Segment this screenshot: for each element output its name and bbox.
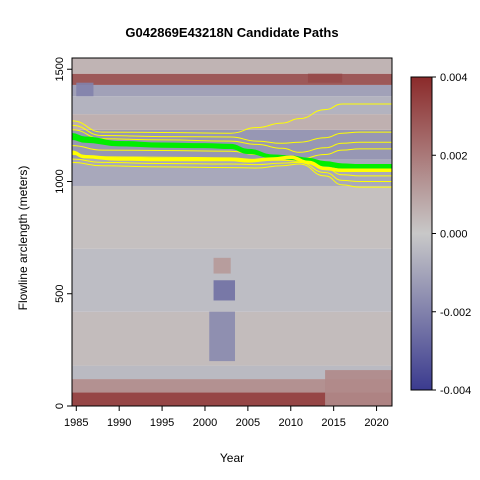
heatmap-band [72,379,392,393]
heatmap-patch [213,257,231,274]
colorbar-ticks: -0.004 -0.002 0.000 0.002 0.004 [432,72,471,397]
colorbar-tick-label: 0.002 [440,150,468,162]
heatmap-patch [307,73,343,83]
heatmap-band [72,185,392,249]
x-axis-label: Year [220,451,244,465]
candidate-path-green [72,137,392,170]
heatmap-patch [209,311,236,362]
candidate-path-yellow [72,154,392,177]
colorbar [410,76,433,391]
y-tick-label: 0 [54,403,66,409]
x-tick-label: 1985 [64,417,88,429]
y-tick-label: 1000 [54,169,66,193]
heatmap-patch [325,370,392,406]
colorbar-tick-label: -0.002 [440,307,471,319]
x-tick-label: 1990 [107,417,131,429]
heatmap-band [72,73,392,85]
colorbar-tick-label: 0.004 [440,72,468,84]
x-tick-label: 2020 [364,417,388,429]
chart-title: G042869E43218N Candidate Paths [125,25,338,40]
y-axis-label: Flowline arclength (meters) [16,166,30,311]
candidate-path-yellow [72,124,392,144]
heatmap-patch [76,82,94,97]
heatmap-band [72,96,392,115]
x-tick-label: 2010 [279,417,303,429]
x-tick-label: 2005 [236,417,260,429]
y-axis: 0 500 1000 1500 [54,57,72,409]
y-tick-label: 500 [54,285,66,303]
x-tick-label: 2000 [193,417,217,429]
heatmap-patch [213,280,236,301]
candidate-path-yellow [72,129,392,153]
x-tick-label: 1995 [150,417,174,429]
heatmap-band [72,58,392,74]
plot-area [72,58,392,406]
colorbar-tick-label: 0.000 [440,229,468,241]
y-tick-label: 1500 [54,57,66,81]
x-axis: 1985 1990 1995 2000 2005 2010 2015 2020 [64,406,389,429]
colorbar-tick-label: -0.004 [440,385,471,397]
best-path-yellow [72,150,392,173]
heatmap-band [72,114,392,130]
heatmap [72,58,392,406]
plot-frame [71,57,393,407]
heatmap-band [72,84,392,97]
candidate-path-yellow [72,161,392,188]
heatmap-band [72,392,392,406]
heatmap-band [72,365,392,380]
x-tick-label: 2015 [321,417,345,429]
candidate-path-yellow [72,103,392,134]
candidate-path-yellow [72,158,392,183]
candidate-paths [72,103,392,188]
